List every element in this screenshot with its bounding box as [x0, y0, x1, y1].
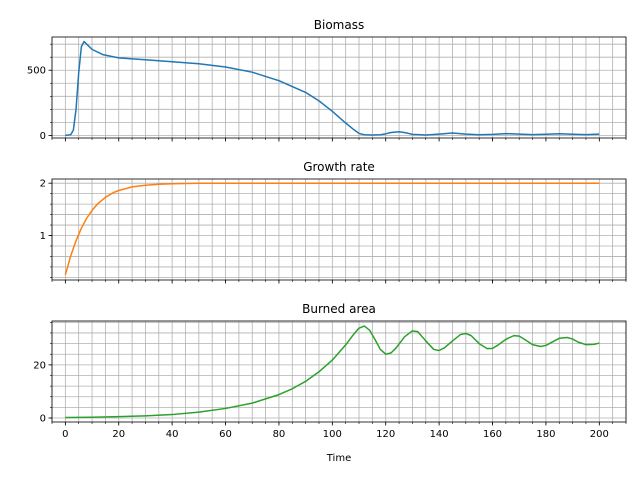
series-line: [64, 182, 600, 275]
axes-frame: [51, 320, 627, 423]
x-tick-label: 120: [376, 429, 395, 440]
series-line: [65, 325, 600, 419]
x-tick-label: 60: [219, 429, 232, 440]
panel-1: 0 500 Biomass: [27, 18, 627, 142]
axes-frame: [51, 36, 627, 139]
x-tick-label: 200: [590, 429, 609, 440]
y-tick-label: 20: [33, 360, 46, 371]
y-tick-label: 500: [27, 66, 46, 77]
panel-title: Burned area: [302, 302, 376, 316]
x-axis-label: Time: [326, 453, 351, 464]
x-tick-label: 40: [166, 429, 179, 440]
axes-frame: [51, 178, 627, 281]
y-tick-label: 0: [40, 414, 46, 425]
y-tick-label: 0: [40, 131, 46, 142]
x-tick-label: 180: [536, 429, 555, 440]
y-tick-label: 2: [40, 179, 46, 190]
x-tick-label: 100: [323, 429, 342, 440]
x-tick-label: 0: [62, 429, 68, 440]
panel-title: Biomass: [314, 18, 364, 32]
series-line: [65, 40, 600, 137]
x-tick-label: 160: [483, 429, 502, 440]
panel-2: 1 2 Growth rate: [40, 160, 627, 284]
x-tick-label: 80: [273, 429, 286, 440]
panel-3: 0 20 40 60 80 100 120 140 160 180 200 0 20 Burned are…: [33, 302, 627, 464]
panel-title: Growth rate: [303, 160, 375, 174]
x-tick-label: 140: [430, 429, 449, 440]
y-tick-label: 1: [40, 231, 46, 242]
x-tick-label: 20: [112, 429, 125, 440]
